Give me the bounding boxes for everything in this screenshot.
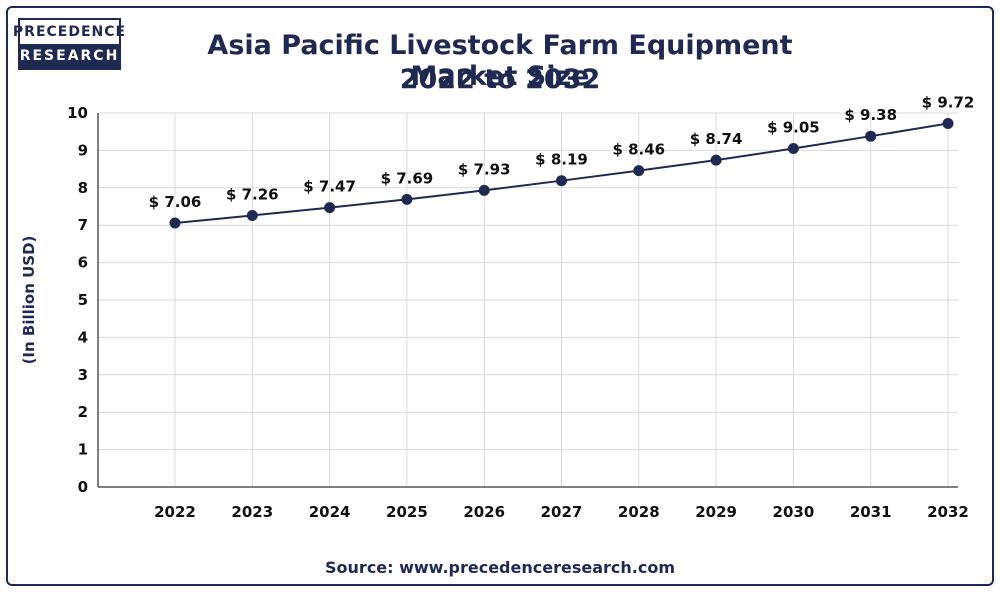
x-tick-label: 2032	[927, 503, 969, 521]
y-axis-title: (In Billion USD)	[20, 236, 38, 365]
x-tick-label: 2027	[541, 503, 583, 521]
data-point	[246, 209, 258, 221]
data-label: $ 7.47	[303, 178, 356, 196]
data-label: $ 9.72	[922, 93, 975, 111]
data-label: $ 8.19	[535, 151, 588, 169]
x-tick-label: 2026	[463, 503, 505, 521]
x-tick-label: 2030	[773, 503, 815, 521]
x-tick-label: 2025	[386, 503, 428, 521]
data-label: $ 7.69	[381, 169, 434, 187]
data-label: $ 8.46	[612, 141, 665, 159]
data-point	[942, 117, 954, 129]
y-tick-label: 2	[78, 403, 88, 421]
brand-logo-top: PRECEDENCE	[12, 24, 127, 40]
x-tick-label: 2028	[618, 503, 660, 521]
y-tick-label: 9	[78, 141, 88, 159]
data-label: $ 7.26	[226, 185, 279, 203]
x-tick-label: 2023	[231, 503, 273, 521]
brand-logo-bottom: RESEARCH	[20, 44, 119, 68]
y-tick-label: 7	[78, 216, 88, 234]
y-tick-label: 3	[78, 366, 88, 384]
y-tick-label: 4	[78, 328, 88, 346]
data-point	[478, 184, 490, 196]
y-tick-label: 0	[78, 478, 88, 496]
data-point	[865, 130, 877, 142]
y-tick-label: 1	[78, 441, 88, 459]
x-tick-label: 2031	[850, 503, 892, 521]
chart-frame	[6, 6, 994, 586]
data-label: $ 7.06	[149, 193, 202, 211]
y-tick-label: 8	[78, 179, 88, 197]
y-tick-label: 10	[67, 104, 88, 122]
data-point	[633, 165, 645, 177]
data-point	[787, 143, 799, 155]
data-point	[169, 217, 181, 229]
data-label: $ 9.38	[844, 106, 897, 124]
data-label: $ 9.05	[767, 119, 820, 137]
x-tick-label: 2029	[695, 503, 737, 521]
data-label: $ 7.93	[458, 160, 511, 178]
data-point	[556, 175, 567, 187]
data-point	[324, 202, 336, 214]
y-tick-label: 5	[78, 291, 88, 309]
chart-subtitle: 2022 to 2032	[399, 64, 601, 95]
x-tick-label: 2024	[309, 503, 351, 521]
brand-logo: PRECEDENCE RESEARCH	[12, 18, 127, 70]
x-tick-label: 2022	[154, 503, 196, 521]
chart-title: Asia Pacific Livestock Farm Equipment Ma…	[207, 30, 793, 92]
data-point	[401, 193, 413, 205]
data-label: $ 8.74	[690, 130, 743, 148]
data-point	[710, 154, 722, 166]
source-note: Source: www.precedenceresearch.com	[325, 558, 675, 577]
y-tick-label: 6	[78, 254, 88, 272]
